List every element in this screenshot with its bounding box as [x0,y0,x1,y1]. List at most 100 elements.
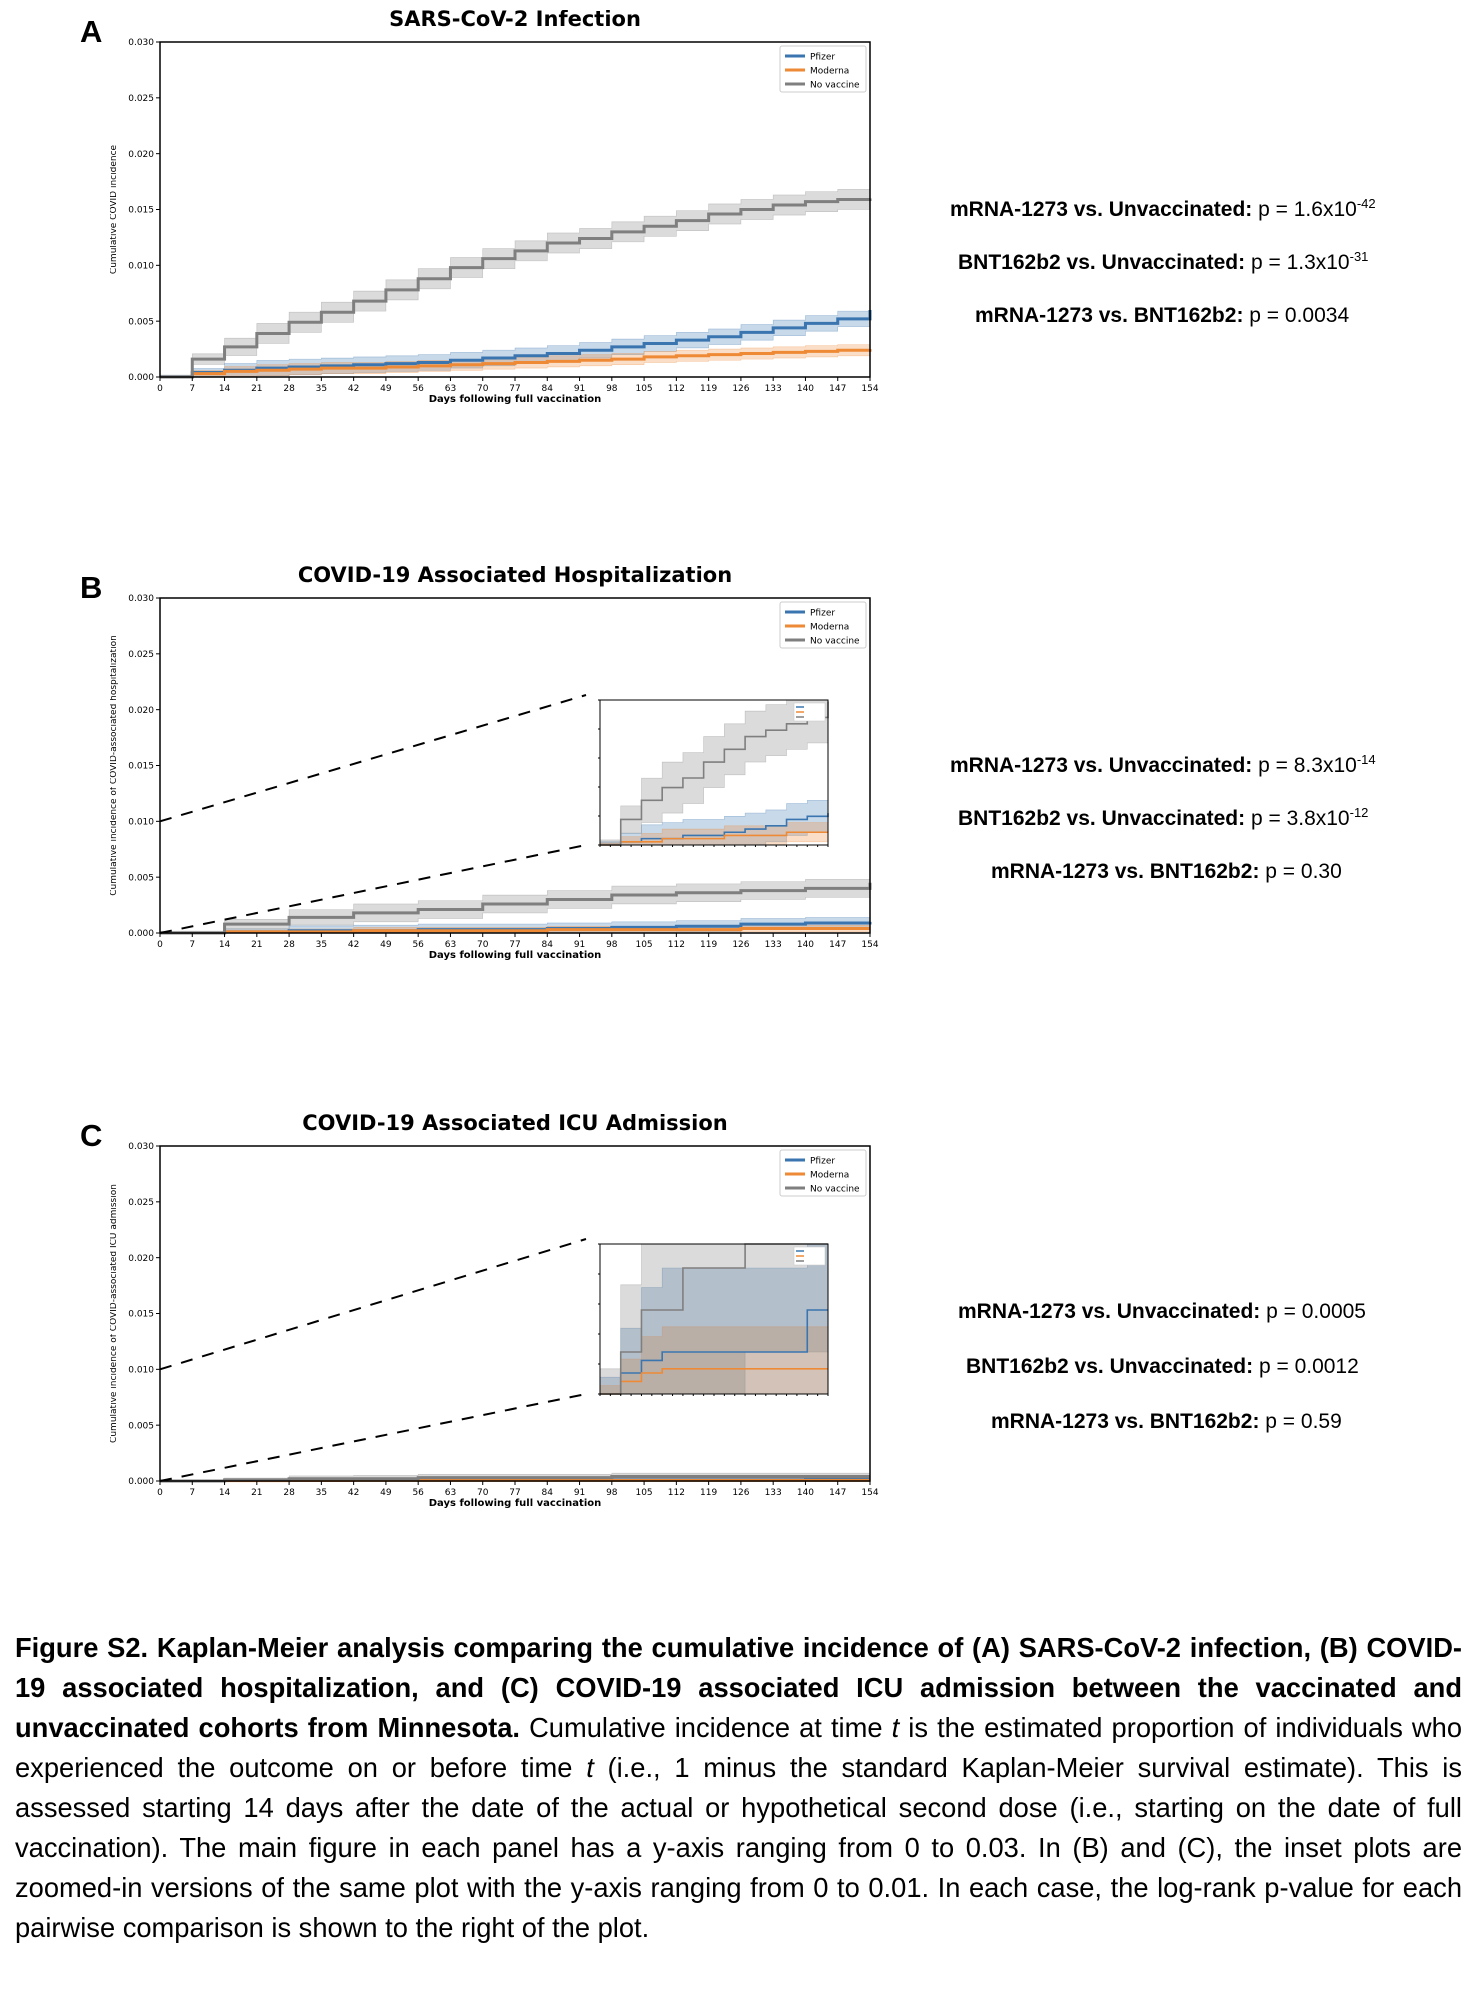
chart-title: SARS-CoV-2 Infection [389,10,641,31]
caption-text: Cumulative incidence at time [520,1712,892,1743]
x-tick-label: 28 [283,384,295,394]
y-tick-label: 0.010 [128,1365,154,1375]
y-tick-label: 0.000 [128,929,154,939]
x-tick-label: 42 [348,1488,359,1498]
x-tick-label: 126 [732,1488,749,1498]
y-axis-label: Cumulative incidence of COVID-associated… [110,1184,119,1443]
series-line [160,197,872,379]
y-tick-label: 0.010 [128,261,154,271]
x-axis-label: Days following full vaccination [429,394,602,405]
zoom-guide-line [159,1238,587,1371]
x-tick-label: 14 [219,940,231,950]
pvalue: p = 3.8x10 [1250,807,1350,830]
series-line [600,831,828,846]
caption-variable: t [891,1712,900,1743]
x-tick-label: 63 [445,384,456,394]
figure-caption: Figure S2. Kaplan-Meier analysis compari… [15,1628,1462,1948]
zoom-guides [159,694,587,934]
x-tick-label: 56 [412,940,424,950]
inset-plot [598,1243,829,1396]
x-tick-label: 91 [574,1488,585,1498]
chart-icu: 0.000 0.005 0.010 0.015 0.020 0.025 0.030 0 7 14 2… [110,1114,879,1509]
x-tick-label: 133 [765,384,782,394]
x-tick-label: 28 [283,1488,295,1498]
y-tick-label: 0.000 [128,1477,154,1487]
pvalue-exponent: -31 [1349,249,1369,264]
x-tick-label: 147 [829,384,846,394]
x-tick-label: 42 [348,940,359,950]
x-tick-label: 14 [219,1488,231,1498]
pvalue: p = 0.0034 [1249,304,1350,327]
x-tick-label: 147 [829,940,846,950]
x-tick-label: 0 [157,940,163,950]
pvalue-line: mRNA-1273 vs. Unvaccinated: p = 8.3x10-1… [950,752,1376,778]
chart-hospitalization: 0.000 0.005 0.010 0.015 0.020 0.025 0.030 0 7 14 2… [110,566,879,961]
legend-label: No vaccine [810,637,860,647]
pvalue: p = 1.3x10 [1250,251,1350,274]
caption-title: Figure S2. Kaplan-Meier analysis compari… [15,1632,1462,1743]
pvalue-line: mRNA-1273 vs. BNT162b2: p = 0.30 [991,860,1342,884]
x-tick-label: 147 [829,1488,846,1498]
x-tick-label: 63 [445,1488,456,1498]
x-tick-label: 98 [606,1488,618,1498]
x-tick-label: 84 [542,940,554,950]
pvalue-label: mRNA-1273 vs. Unvaccinated: [950,198,1253,221]
legend-label: No vaccine [810,1185,860,1195]
x-tick-label: 105 [635,384,652,394]
x-tick-label: 126 [732,384,749,394]
caption-text: (i.e., 1 minus the standard Kaplan-Meier… [15,1752,1462,1943]
pvalue-line: mRNA-1273 vs. Unvaccinated: p = 0.0005 [958,1300,1366,1324]
pvalue-line: BNT162b2 vs. Unvaccinated: p = 3.8x10-12 [958,805,1368,831]
x-tick-label: 70 [477,384,489,394]
legend-label: Pfizer [810,609,835,619]
y-tick-label: 0.010 [128,817,154,827]
x-tick-label: 119 [700,384,717,394]
chart-title: COVID-19 Associated ICU Admission [302,1114,728,1135]
legend-label: Pfizer [810,53,835,63]
panel-letter-a: A [80,14,103,49]
series-line [600,813,829,846]
x-tick-label: 154 [861,940,878,950]
chart-infection: 0.000 0.005 0.010 0.015 0.020 0.025 0.030 0 7 14 2… [110,10,879,405]
x-tick-label: 91 [574,384,585,394]
pvalue-label: BNT162b2 vs. Unvaccinated: [966,1355,1254,1378]
pvalue: p = 0.0012 [1258,1355,1359,1378]
y-tick-label: 0.015 [128,206,154,216]
x-tick-label: 112 [668,940,685,950]
panel-letter-c: C [80,1118,103,1153]
x-tick-label: 21 [251,940,262,950]
x-tick-label: 21 [251,1488,262,1498]
pvalue-exponent: -12 [1349,805,1369,820]
pvalue-line: BNT162b2 vs. Unvaccinated: p = 1.3x10-31 [958,249,1368,275]
x-tick-label: 49 [380,1488,392,1498]
legend-label: Pfizer [810,1157,835,1167]
x-tick-label: 119 [700,1488,717,1498]
caption-text: is the estimated proportion of individua… [15,1712,1462,1783]
pvalue-line: mRNA-1273 vs. BNT162b2: p = 0.59 [991,1410,1342,1434]
zoom-guide-line [159,844,587,934]
pvalue-exponent: -14 [1356,752,1376,767]
y-axis-label: Cumulative incidence of COVID-associated… [110,635,119,896]
pvalue-label: BNT162b2 vs. Unvaccinated: [958,251,1246,274]
x-tick-label: 140 [797,384,814,394]
y-tick-label: 0.015 [128,762,154,772]
series-line [160,927,870,935]
pvalue-label: mRNA-1273 vs. BNT162b2: [991,1410,1260,1433]
x-tick-label: 0 [157,384,163,394]
x-tick-label: 63 [445,940,456,950]
x-axis-label: Days following full vaccination [429,1498,602,1509]
y-tick-label: 0.025 [128,650,154,660]
y-tick-label: 0.000 [128,373,154,383]
pvalue-exponent: -42 [1356,196,1376,211]
x-tick-label: 140 [797,940,814,950]
x-tick-label: 7 [189,940,195,950]
x-tick-label: 70 [477,940,489,950]
x-tick-label: 154 [861,384,878,394]
legend-label: Moderna [810,1171,849,1181]
y-tick-label: 0.025 [128,94,154,104]
x-tick-label: 0 [157,1488,163,1498]
x-tick-label: 105 [635,1488,652,1498]
x-tick-label: 112 [668,1488,685,1498]
pvalue-label: BNT162b2 vs. Unvaccinated: [958,807,1246,830]
y-tick-label: 0.015 [128,1310,154,1320]
